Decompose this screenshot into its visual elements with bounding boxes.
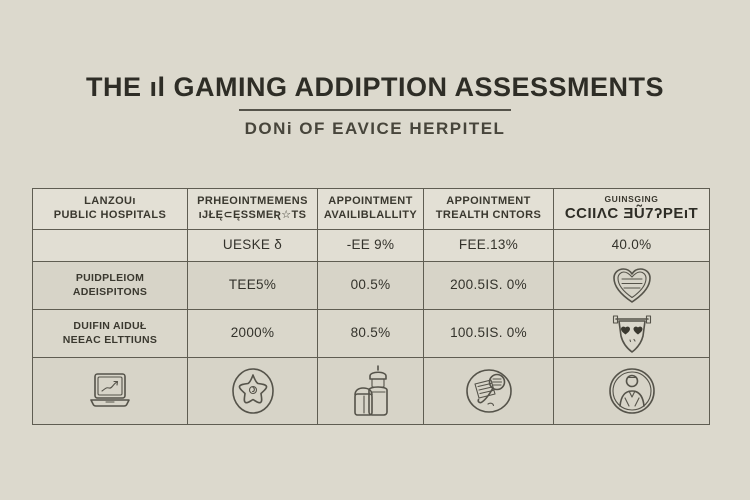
row2-label: PUIDPLEIOM ADEISPITONS bbox=[33, 262, 188, 310]
cell-value: UESKE δ bbox=[222, 237, 283, 253]
header-text: PRHEOINTMEMENS bbox=[197, 195, 308, 208]
row4-icon-cell bbox=[33, 358, 188, 424]
row1-cell: FEE.13% bbox=[424, 230, 554, 262]
row4-icon-cell bbox=[554, 358, 709, 424]
row-label: DUIFIN AIDUŁ bbox=[73, 320, 147, 333]
row2-cell: 00.5% bbox=[318, 262, 424, 310]
magnifier-badge-icon bbox=[465, 369, 512, 413]
row4-icon-cell bbox=[424, 358, 554, 424]
title-block: THE ıl GAMING ADDIPTION ASSESSMENTS DONi… bbox=[0, 72, 750, 139]
cell-value: 200.5IS. 0% bbox=[450, 277, 527, 293]
cell-value: 00.5% bbox=[350, 277, 391, 293]
header-hospitals: LANZOUı PUBLIC HOSPITALS bbox=[33, 189, 188, 230]
header-text: CCIIΛC ƎŨ7ʔPEıT bbox=[564, 204, 699, 222]
header-text: LANZOUı bbox=[84, 195, 136, 208]
assessment-table: LANZOUı PUBLIC HOSPITALS PRHEOINTMEMENS … bbox=[32, 188, 710, 425]
row3-label: DUIFIN AIDUŁ NEEAC ELTTIUNS bbox=[33, 310, 188, 358]
row2-cell: 200.5IS. 0% bbox=[424, 262, 554, 310]
bottle-icon bbox=[353, 365, 388, 416]
header-text: AVAILIBLALLITY bbox=[323, 209, 418, 221]
row3-cell: 80.5% bbox=[318, 310, 424, 358]
star-badge-icon bbox=[231, 368, 274, 414]
laptop-chart-icon bbox=[90, 373, 130, 407]
title-divider bbox=[239, 109, 511, 111]
cell-value: FEE.13% bbox=[458, 237, 519, 253]
heart-stripes-icon bbox=[612, 267, 651, 303]
page-subtitle: DONi OF EAVICE HERPITEL bbox=[244, 119, 506, 138]
page-title: THE ıl GAMING ADDIPTION ASSESSMENTS bbox=[85, 72, 665, 102]
cell-value: 2000% bbox=[230, 325, 275, 341]
row2-cell: TEE5% bbox=[188, 262, 318, 310]
row1-cell: -EE 9% bbox=[318, 230, 424, 262]
header-text: GUINSGING bbox=[604, 194, 659, 205]
header-text: PUBLIC HOSPITALS bbox=[53, 209, 167, 221]
header-text: APPOINTMENT bbox=[328, 195, 413, 208]
row-label: NEEAC ELTTIUNS bbox=[62, 333, 158, 346]
cell-value: -EE 9% bbox=[346, 237, 395, 253]
header-clinic-support: GUINSGING CCIIΛC ƎŨ7ʔPEıT bbox=[554, 189, 709, 230]
row-label: PUIDPLEIOM bbox=[75, 272, 145, 285]
row3-cell: 100.5IS. 0% bbox=[424, 310, 554, 358]
row1-cell: 40.0% bbox=[554, 230, 709, 262]
cell-value: 40.0% bbox=[611, 237, 652, 253]
row1-label bbox=[33, 230, 188, 262]
cell-value: 80.5% bbox=[350, 325, 391, 341]
pennant-hearts-icon bbox=[612, 314, 651, 353]
header-text: ıJŁĘ⊂ĘSSMEƦ☆TS bbox=[198, 209, 307, 221]
cell-value: 100.5IS. 0% bbox=[450, 325, 527, 341]
header-text: TREALTH CNTORS bbox=[435, 209, 542, 221]
row3-icon-cell bbox=[554, 310, 709, 358]
header-availability: APPOINTMENT AVAILIBLALLITY bbox=[318, 189, 424, 230]
row4-icon-cell bbox=[188, 358, 318, 424]
header-assessments: PRHEOINTMEMENS ıJŁĘ⊂ĘSSMEƦ☆TS bbox=[188, 189, 318, 230]
cell-value: TEE5% bbox=[228, 277, 277, 293]
row4-icon-cell bbox=[318, 358, 424, 424]
person-badge-icon bbox=[608, 368, 655, 414]
row1-cell: UESKE δ bbox=[188, 230, 318, 262]
row-label: ADEISPITONS bbox=[72, 285, 148, 298]
header-health-centers: APPOINTMENT TREALTH CNTORS bbox=[424, 189, 554, 230]
header-text: APPOINTMENT bbox=[446, 195, 531, 208]
row3-cell: 2000% bbox=[188, 310, 318, 358]
row2-icon-cell bbox=[554, 262, 709, 310]
